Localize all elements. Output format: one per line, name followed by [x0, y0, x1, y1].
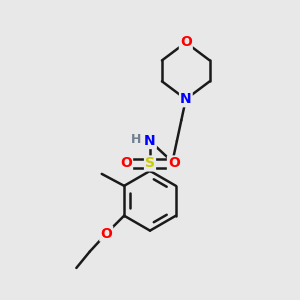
Text: O: O — [100, 226, 112, 241]
Text: O: O — [168, 156, 180, 170]
Text: N: N — [144, 134, 156, 148]
Text: N: N — [180, 92, 192, 106]
Text: H: H — [131, 133, 142, 146]
Text: S: S — [145, 156, 155, 170]
Text: O: O — [120, 156, 132, 170]
Text: O: O — [180, 35, 192, 50]
